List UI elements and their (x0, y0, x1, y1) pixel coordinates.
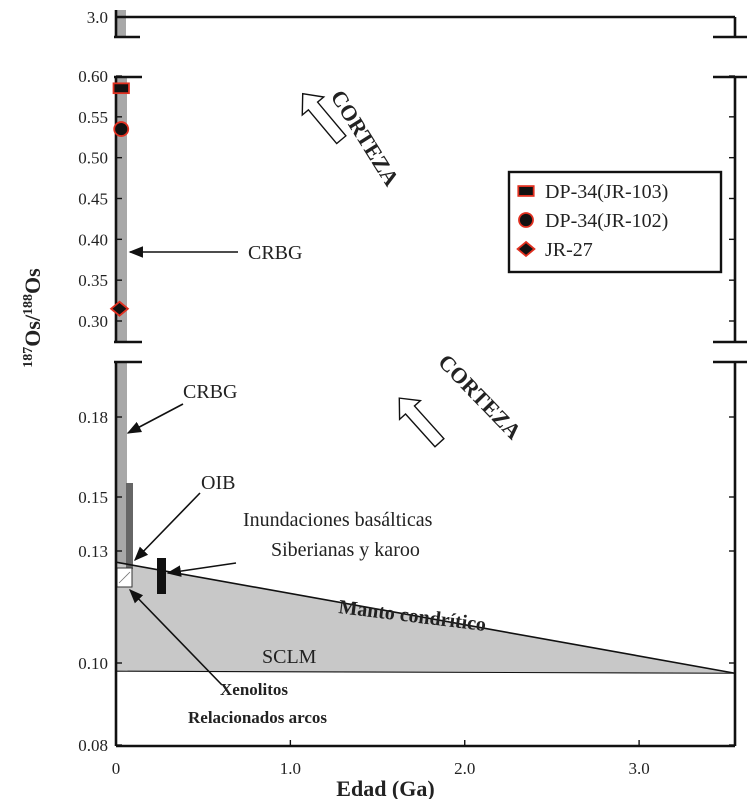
arrow-xenoliths (128, 588, 223, 686)
arrow-crbg-bottom (126, 403, 184, 434)
data-point-0 (112, 82, 130, 95)
label-crust-bottom: CORTEZA (433, 349, 526, 444)
y-tick-label-bottom-4: 0.08 (78, 736, 108, 755)
arrow-oib (133, 492, 201, 562)
label-flood-basalt-1: Inundaciones basálticas (243, 509, 433, 531)
y-tick-label-bottom-0: 0.18 (78, 408, 108, 427)
label-xenoliths-2: Relacionados arcos (188, 708, 327, 727)
x-axis-label: Edad (Ga) (336, 776, 434, 799)
x-tick-label-3: 3.0 (628, 759, 649, 778)
crbg-band-middle (117, 77, 127, 342)
legend-label-1: DP-34(JR-102) (545, 210, 668, 232)
y-tick-label-top-0: 3.0 (87, 8, 108, 27)
y-tick-label-middle-0: 0.60 (78, 67, 108, 86)
oib-bar (126, 483, 133, 569)
x-tick-label-2: 2.0 (454, 759, 475, 778)
arrow-flood-basalt (166, 562, 237, 577)
label-xenoliths-1: Xenolitos (220, 680, 288, 699)
y-tick-label-middle-4: 0.40 (78, 230, 108, 249)
label-flood-basalt-2: Siberianas y karoo (271, 539, 420, 561)
y-tick-label-bottom-1: 0.15 (78, 488, 108, 507)
legend-box (507, 170, 723, 274)
flood-basalt-bar (157, 558, 166, 594)
xenolith-hatch (118, 571, 131, 584)
legend-marker-1 (518, 212, 534, 228)
data-point-2 (109, 300, 130, 317)
legend-marker-2 (516, 240, 536, 258)
data-point-1 (113, 121, 130, 137)
crust-arrow-top (301, 92, 347, 145)
sclm-floor-line (115, 670, 736, 674)
crust-arrow-bottom-shape (398, 397, 445, 448)
y-tick-label-middle-5: 0.35 (78, 271, 108, 290)
legend-marker-0 (517, 185, 535, 197)
y-tick-label-bottom-3: 0.10 (78, 654, 108, 673)
crust-arrow-top-shape (301, 92, 347, 145)
legend-label-2: JR-27 (545, 239, 593, 261)
label-crbg-bottom: CRBG (183, 381, 237, 403)
label-sclm: SCLM (262, 646, 317, 668)
chondritic-mantle-line (115, 561, 736, 675)
label-oib: OIB (201, 472, 235, 494)
y-axis-label: 187Os/188Os (20, 268, 45, 368)
legend-label-0: DP-34(JR-103) (545, 181, 668, 203)
crbg-band-bottom (117, 362, 127, 567)
y-tick-label-middle-1: 0.55 (78, 108, 108, 127)
x-tick-label-0: 0 (112, 759, 121, 778)
y-tick-label-middle-2: 0.50 (78, 149, 108, 168)
y-tick-label-bottom-2: 0.13 (78, 542, 108, 561)
crbg-band-top (117, 10, 126, 37)
crust-arrow-bottom (398, 397, 445, 448)
y-tick-label-middle-6: 0.30 (78, 312, 108, 331)
x-tick-label-1: 1.0 (280, 759, 301, 778)
y-tick-label-middle-3: 0.45 (78, 190, 108, 209)
label-crbg-top: CRBG (248, 242, 302, 264)
